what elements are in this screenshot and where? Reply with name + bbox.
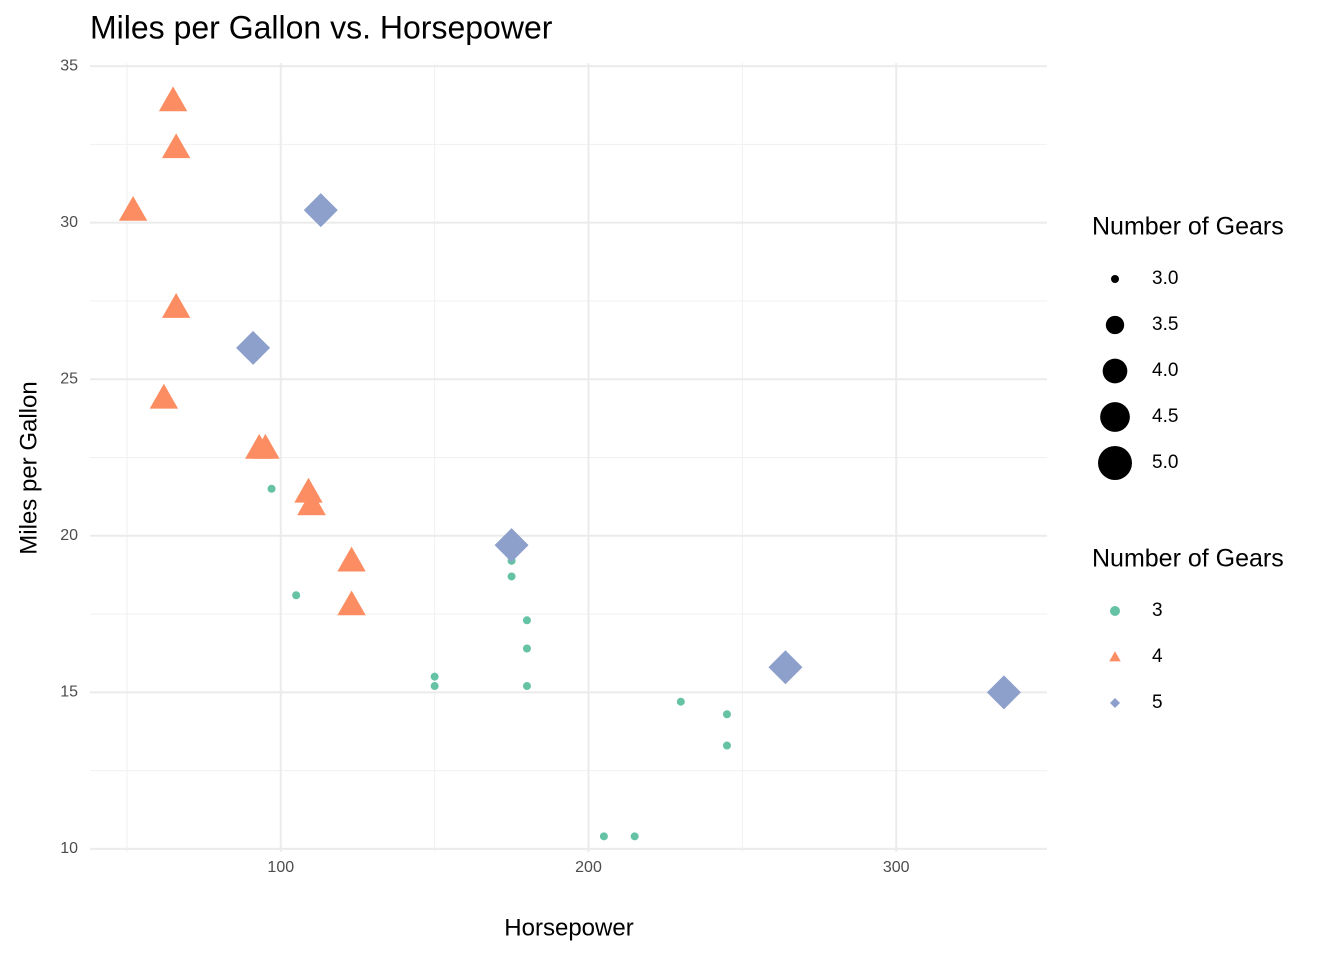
legend-size-key: [1102, 358, 1128, 384]
x-tick-label: 300: [883, 859, 910, 876]
point: [149, 383, 179, 409]
point: [294, 477, 323, 503]
legend-title: Number of Gears: [1092, 545, 1284, 573]
point: [303, 193, 338, 228]
point: [267, 484, 276, 493]
legend-size-key: [1111, 275, 1119, 283]
x-axis-label: Horsepower: [504, 914, 633, 941]
point: [522, 644, 531, 653]
legend-key: [1110, 606, 1120, 616]
legend-size-key: [1100, 402, 1130, 432]
point: [337, 546, 366, 572]
x-tick-label: 100: [267, 859, 294, 876]
chart-title: Miles per Gallon vs. Horsepower: [90, 9, 553, 45]
point: [768, 650, 803, 685]
point: [158, 86, 188, 112]
point: [161, 133, 191, 159]
legend-label: 5.0: [1152, 452, 1178, 473]
y-tick-label: 30: [60, 214, 78, 231]
legend-label: 3.5: [1152, 314, 1178, 335]
point: [722, 741, 731, 750]
legend-label: 5: [1152, 692, 1163, 713]
legend-label: 3: [1152, 600, 1163, 621]
point: [297, 490, 326, 516]
legend-title: Number of Gears: [1092, 213, 1284, 241]
legend-key: [1109, 651, 1121, 662]
y-axis-label: Miles per Gallon: [15, 381, 42, 554]
point: [722, 710, 731, 719]
y-tick-label: 20: [60, 527, 78, 544]
y-tick-label: 35: [60, 57, 78, 74]
point: [522, 682, 531, 691]
y-tick-label: 10: [60, 840, 78, 857]
point: [430, 672, 439, 681]
point: [161, 293, 191, 318]
point: [236, 330, 271, 365]
legend-size-key: [1098, 446, 1132, 480]
legend-label: 4.5: [1152, 406, 1178, 427]
point: [494, 528, 529, 563]
point: [522, 616, 531, 625]
x-tick-label: 200: [575, 859, 602, 876]
legend-label: 4: [1152, 646, 1163, 667]
point: [507, 572, 516, 581]
y-tick-label: 25: [60, 370, 78, 387]
legend-key: [1110, 698, 1120, 708]
legend-label: 4.0: [1152, 360, 1178, 381]
legend-size-key: [1105, 315, 1125, 335]
point: [599, 832, 608, 841]
point: [630, 832, 639, 841]
y-tick-label: 15: [60, 684, 78, 701]
point: [986, 675, 1021, 710]
point: [292, 591, 301, 600]
point: [118, 195, 148, 221]
point: [676, 697, 685, 706]
point: [337, 590, 366, 616]
point: [251, 433, 280, 459]
point: [430, 682, 439, 691]
legend-label: 3.0: [1152, 268, 1178, 289]
